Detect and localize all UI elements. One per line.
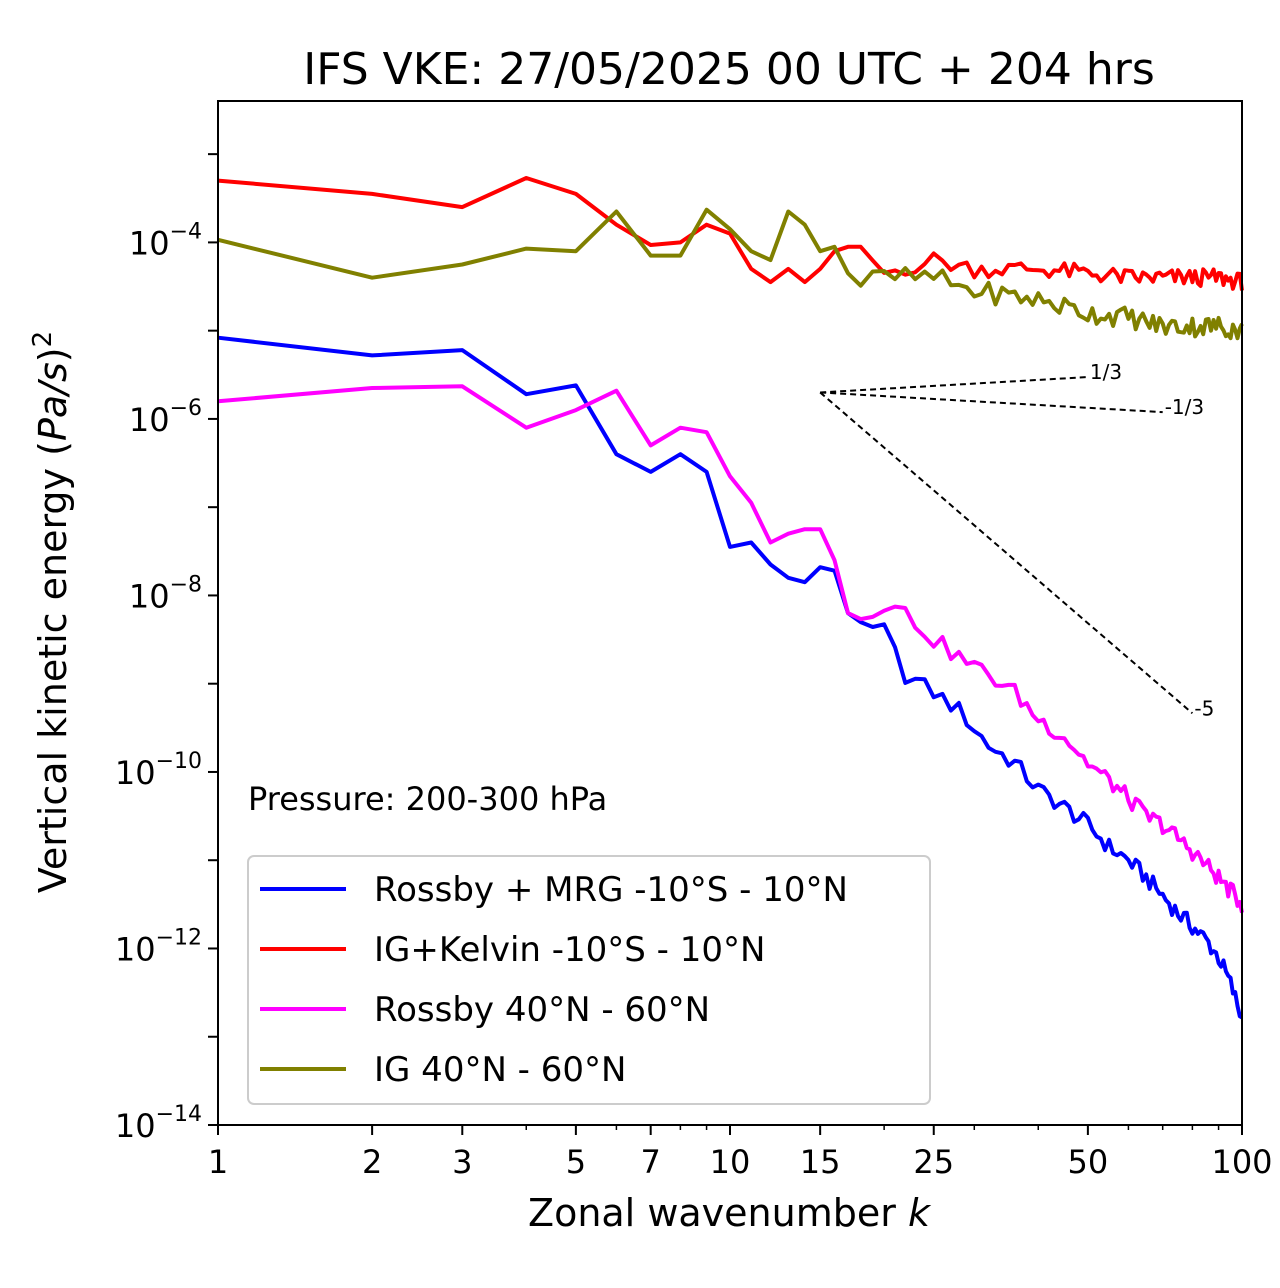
series-line	[217, 384, 1244, 914]
x-tick-label: 15	[800, 1143, 841, 1181]
legend-label: IG 40°N - 60°N	[374, 1050, 626, 1090]
pressure-annotation: Pressure: 200-300 hPa	[248, 780, 607, 818]
x-axis-title: Zonal wavenumber k	[528, 1191, 932, 1235]
y-axis-title: Vertical kinetic energy (Pa/s)2	[28, 331, 75, 893]
x-tick-label: 2	[362, 1143, 382, 1181]
y-tick-label: 10−6	[129, 396, 202, 439]
svg-text:Vertical kinetic energy (Pa/s): Vertical kinetic energy (Pa/s)2	[28, 331, 75, 893]
axis-ticks: 1 2 3 5 7 10 15 25 50 100 10−4 10−6 10−8 10−10 10−12 10…	[115, 153, 1273, 1181]
series-line	[217, 207, 1244, 341]
series-line	[217, 176, 1244, 291]
x-tick-label: 100	[1211, 1143, 1272, 1181]
y-tick-label: 10−10	[115, 749, 202, 792]
x-tick-label: 50	[1068, 1143, 1109, 1181]
x-tick-label: 25	[913, 1143, 954, 1181]
x-tick-label: 10	[710, 1143, 751, 1181]
plot-area	[217, 176, 1244, 1020]
x-tick-label: 3	[452, 1143, 472, 1181]
legend-label: Rossby + MRG -10°S - 10°N	[374, 870, 848, 910]
slope-guides: 1/3 -1/3 -5	[819, 360, 1214, 720]
y-tick-label: 10−12	[115, 925, 202, 968]
x-tick-label: 1	[208, 1143, 228, 1181]
chart-title: IFS VKE: 27/05/2025 00 UTC + 204 hrs	[303, 44, 1155, 95]
slope-guide-label: 1/3	[1090, 360, 1122, 384]
slope-guide-line	[820, 391, 1163, 414]
plot-frame	[217, 100, 1243, 1126]
slope-guide-label: -5	[1194, 696, 1214, 720]
legend-frame	[247, 855, 931, 1105]
legend-label: IG+Kelvin -10°S - 10°N	[374, 930, 765, 970]
legend: Rossby + MRG -10°S - 10°N IG+Kelvin -10°S…	[247, 855, 931, 1105]
y-tick-label: 10−14	[115, 1102, 202, 1145]
slope-guide-line	[820, 376, 1088, 394]
legend-label: Rossby 40°N - 60°N	[374, 990, 710, 1030]
x-tick-label: 5	[566, 1143, 586, 1181]
y-tick-label: 10−8	[129, 572, 202, 615]
slope-guide-label: -1/3	[1165, 395, 1204, 419]
slope-guide-line	[819, 391, 1194, 715]
x-tick-label: 7	[641, 1143, 661, 1181]
y-tick-label: 10−4	[129, 219, 202, 262]
